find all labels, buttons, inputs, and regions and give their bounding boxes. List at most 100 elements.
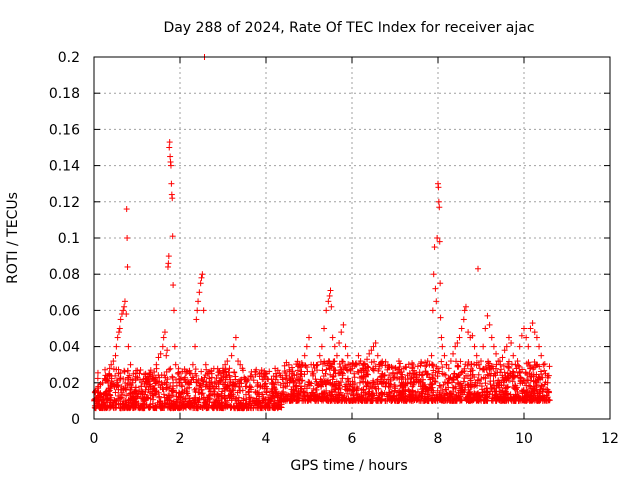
data-point <box>544 379 551 386</box>
noise-point <box>104 404 111 411</box>
data-point <box>121 303 128 310</box>
noise-point <box>485 362 492 369</box>
noise-point <box>382 358 389 365</box>
noise-point <box>433 363 440 370</box>
noise-point <box>234 389 241 396</box>
noise-point <box>199 377 206 384</box>
data-point <box>290 379 297 386</box>
noise-point <box>155 382 162 389</box>
noise-point <box>295 397 302 404</box>
noise-point <box>510 369 517 376</box>
noise-point <box>109 380 116 387</box>
noise-point <box>498 389 505 396</box>
data-point <box>527 325 534 332</box>
noise-point <box>445 376 452 383</box>
data-point <box>134 394 140 401</box>
data-point <box>409 365 416 372</box>
noise-point <box>371 358 378 365</box>
data-point <box>196 289 203 296</box>
noise-point <box>465 372 472 379</box>
noise-point <box>491 370 498 377</box>
data-point <box>114 334 121 341</box>
noise-point <box>202 383 209 390</box>
data-point <box>478 358 484 365</box>
noise-point <box>417 393 424 400</box>
data-point <box>433 298 440 305</box>
noise-point <box>505 364 512 371</box>
noise-point <box>269 386 276 393</box>
data-point <box>503 343 510 350</box>
chart-title: Day 288 of 2024, Rate Of TEC Index for r… <box>163 20 534 36</box>
noise-point <box>530 392 537 399</box>
data-point <box>355 352 362 359</box>
data-point <box>235 358 242 365</box>
y-tick-label: 0.16 <box>49 122 80 138</box>
noise-point <box>122 380 129 387</box>
data-point <box>404 376 411 383</box>
noise-point <box>137 391 144 398</box>
noise-point <box>345 378 352 385</box>
noise-point <box>182 404 189 411</box>
data-point <box>138 383 145 390</box>
noise-point <box>270 404 277 411</box>
x-tick-label: 0 <box>90 431 99 447</box>
noise-point <box>335 397 342 404</box>
data-point <box>318 343 325 350</box>
data-point <box>441 352 448 359</box>
noise-point <box>418 397 425 404</box>
noise-point <box>329 376 336 383</box>
data-point <box>436 204 443 211</box>
noise-point <box>513 365 520 372</box>
data-point <box>512 361 519 368</box>
noise-point <box>111 397 118 404</box>
noise-point <box>283 359 290 366</box>
data-point <box>471 343 478 350</box>
noise-point <box>364 371 371 378</box>
noise-point <box>246 384 253 391</box>
noise-point <box>282 369 289 376</box>
data-point <box>306 334 312 341</box>
noise-point <box>120 398 127 405</box>
data-point <box>95 383 102 390</box>
noise-point <box>100 401 107 408</box>
data-point <box>486 321 493 328</box>
noise-point <box>328 396 335 403</box>
noise-point <box>321 390 328 397</box>
noise-point <box>266 403 273 410</box>
noise-point <box>146 404 153 411</box>
noise-point <box>441 379 448 386</box>
noise-point <box>369 379 376 386</box>
noise-point <box>156 374 163 381</box>
data-point <box>140 376 147 383</box>
noise-point <box>439 364 446 371</box>
baseline-noise <box>91 358 553 412</box>
noise-point <box>317 376 324 383</box>
noise-point <box>516 369 523 376</box>
noise-point <box>403 364 410 371</box>
data-point <box>284 379 291 386</box>
noise-point <box>269 379 276 386</box>
noise-point <box>416 372 423 379</box>
noise-point <box>232 373 239 380</box>
noise-point <box>546 363 553 370</box>
data-point <box>120 307 127 314</box>
data-point <box>538 352 545 359</box>
data-point <box>271 394 278 401</box>
data-point <box>435 198 442 205</box>
noise-point <box>372 363 379 370</box>
data-point <box>177 379 183 386</box>
noise-point <box>528 385 535 392</box>
noise-point <box>106 365 113 372</box>
data-point <box>326 292 333 299</box>
data-point <box>426 361 433 368</box>
noise-point <box>530 371 537 378</box>
noise-point <box>262 371 269 378</box>
noise-point <box>128 384 135 391</box>
data-point <box>116 325 123 332</box>
noise-point <box>442 394 449 401</box>
noise-point <box>543 396 550 403</box>
data-point <box>431 244 438 251</box>
noise-point <box>107 396 114 403</box>
noise-point <box>537 390 544 397</box>
data-point <box>199 271 206 278</box>
